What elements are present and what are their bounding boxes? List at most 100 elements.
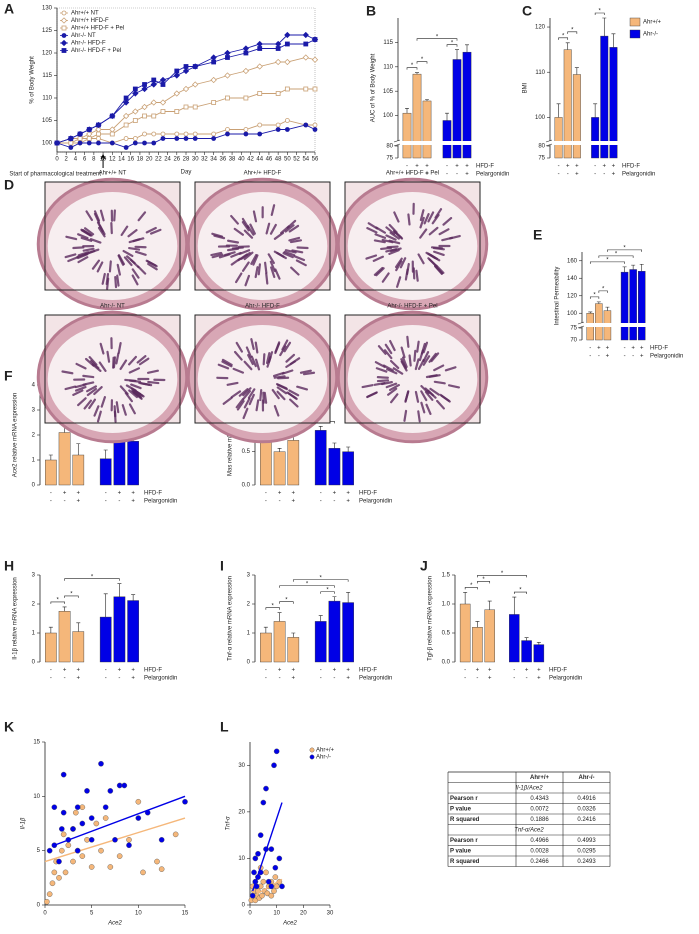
y-tick-label: 105 (42, 118, 53, 124)
condition-name: HFD-F (144, 491, 162, 497)
bar (484, 609, 495, 663)
error-bar (415, 72, 419, 75)
y-tick-label: 70 (570, 338, 577, 344)
point (132, 140, 138, 146)
point (65, 842, 72, 849)
villus (124, 378, 137, 382)
significance-label: * (606, 257, 609, 263)
error-bar (463, 592, 468, 604)
panel-letter: F (4, 368, 13, 384)
point (49, 880, 56, 887)
villus (394, 257, 403, 269)
point (183, 64, 189, 69)
bar (45, 459, 57, 486)
villus (150, 228, 162, 235)
villus (145, 226, 157, 234)
point (279, 883, 285, 890)
point (268, 846, 275, 852)
villus (100, 396, 107, 408)
x-tick-label: 10 (273, 911, 280, 917)
villus (275, 383, 288, 390)
point (260, 878, 267, 885)
table-cell: 0.0295 (577, 848, 596, 854)
condition-mark: - (598, 354, 600, 360)
condition-mark: + (488, 668, 492, 674)
point (54, 140, 60, 146)
error-bar (512, 596, 517, 615)
condition-mark: + (346, 499, 350, 505)
error-bar (62, 606, 67, 612)
significance-bracket (607, 249, 643, 252)
y-tick-label: 100 (567, 311, 578, 317)
condition-mark: - (513, 676, 515, 682)
y-axis-label: BMI (523, 82, 529, 93)
villus (431, 213, 440, 225)
table-row-label: Pearson r (450, 796, 478, 802)
point (102, 804, 109, 811)
villus (374, 233, 387, 239)
table-cell: 0.2493 (577, 859, 596, 865)
villus (389, 247, 402, 253)
bar (591, 117, 600, 159)
villus (242, 387, 252, 397)
significance-label: * (421, 57, 424, 63)
villus (83, 399, 92, 410)
villus (430, 352, 440, 363)
point (151, 131, 157, 137)
condition-mark: + (575, 172, 579, 178)
villus (88, 356, 98, 366)
significance-label: * (482, 577, 485, 583)
point (256, 63, 263, 70)
legend-label: Ahr-/- (643, 32, 658, 38)
villus (252, 210, 258, 223)
y-tick-label: 160 (567, 258, 578, 264)
significance-bracket (589, 296, 600, 299)
villus (75, 385, 87, 392)
x-tick-label: 4 (74, 157, 78, 163)
point (312, 86, 318, 92)
condition-mark: + (278, 491, 282, 497)
villus (387, 387, 398, 396)
condition-mark: - (64, 499, 66, 505)
table-row-label: R squared (450, 859, 480, 865)
villus (373, 239, 386, 244)
y-tick-label: 20 (238, 809, 245, 815)
error-bar (131, 594, 136, 601)
condition-mark: - (265, 499, 267, 505)
villus (72, 389, 84, 396)
error-bar (48, 626, 53, 633)
villus (236, 400, 245, 411)
panel-letter: J (420, 558, 428, 574)
villus (289, 239, 303, 244)
point (284, 86, 290, 92)
condition-mark: - (603, 172, 605, 178)
table-row-label: Pearson r (450, 838, 478, 844)
error-bar (611, 33, 616, 48)
y-tick-label: 0.0 (442, 660, 451, 666)
significance-label: * (70, 591, 73, 597)
error-bar (425, 99, 429, 101)
villus (263, 391, 268, 404)
y-axis-label: % of Body Weight (30, 56, 36, 104)
villus (436, 399, 445, 410)
villus (388, 249, 400, 255)
point (243, 50, 249, 56)
villus (87, 248, 100, 254)
villus (217, 363, 230, 370)
point (312, 127, 318, 132)
point (70, 826, 76, 832)
image-label: Ahr-/- HFD-F + Pel (387, 304, 437, 310)
table-cell: 0.4966 (530, 838, 549, 844)
villus (77, 251, 90, 257)
bar (422, 100, 432, 159)
condition-mark: - (320, 676, 322, 682)
point (150, 81, 157, 88)
y-tick-label: 130 (42, 6, 53, 12)
bar (509, 614, 520, 663)
point (132, 136, 138, 141)
villus (116, 274, 120, 287)
x-tick-label: 8 (92, 157, 96, 163)
villus (266, 356, 272, 368)
significance-bracket (406, 67, 418, 70)
